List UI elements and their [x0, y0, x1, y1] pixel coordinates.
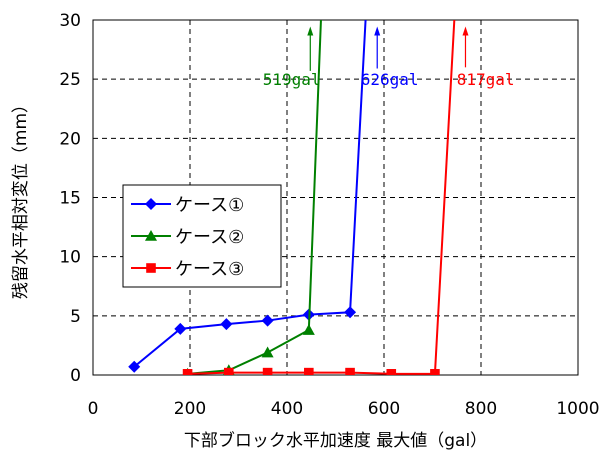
y-tick-label: 0 — [70, 366, 81, 386]
x-axis-label: 下部ブロック水平加速度 最大値（gal） — [184, 430, 487, 451]
data-point — [344, 306, 357, 319]
data-point — [386, 369, 397, 375]
data-point — [430, 369, 440, 375]
x-tick-label: 200 — [174, 399, 206, 419]
series-1 — [128, 20, 367, 373]
plot-frame — [92, 19, 579, 376]
legend-marker — [146, 263, 156, 273]
data-point — [261, 346, 274, 358]
data-point — [174, 322, 187, 335]
annotation-label: 519gal — [263, 70, 321, 89]
data-point — [224, 367, 234, 375]
series-group — [128, 20, 456, 375]
annotation-arrow-head — [307, 26, 314, 36]
y-tick-label: 10 — [59, 248, 81, 268]
y-tick-label: 25 — [59, 70, 81, 90]
x-tick-label: 400 — [271, 399, 303, 419]
legend-marker — [145, 198, 157, 210]
data-point — [262, 367, 273, 375]
y-tick-label: 30 — [59, 11, 81, 31]
data-point — [261, 314, 274, 327]
x-tick-label: 600 — [368, 399, 400, 419]
y-tick-label: 15 — [59, 189, 81, 209]
legend: ケース① ケース② ケース③ — [122, 184, 282, 288]
data-point — [128, 360, 141, 373]
annotation-arrow-head — [462, 26, 469, 36]
data-point — [182, 369, 193, 375]
legend-label: ケース① — [175, 195, 244, 216]
y-tick-label: 5 — [70, 307, 81, 327]
data-point — [345, 367, 355, 375]
annotation-arrow-head — [374, 26, 381, 36]
data-point — [302, 324, 315, 335]
x-tick-label: 0 — [88, 399, 99, 419]
annotation-label: 817gal — [457, 70, 515, 89]
annotation-label: 626gal — [361, 70, 419, 89]
legend-entry: ケース③ — [131, 259, 244, 280]
series-line — [187, 20, 456, 375]
legend-marker — [145, 230, 157, 241]
x-tick-label: 800 — [465, 399, 497, 419]
x-tick-label: 1000 — [556, 399, 599, 419]
series-3 — [182, 20, 456, 375]
annotations: 519gal 626gal 817gal — [263, 26, 515, 89]
y-axis-label: 残留水平相対変位（mm） — [11, 96, 31, 299]
legend-label: ケース③ — [175, 259, 244, 280]
data-point — [304, 367, 314, 375]
legend-entry: ケース② — [131, 227, 244, 248]
legend-entry: ケース① — [131, 195, 244, 216]
legend-label: ケース② — [175, 227, 244, 248]
y-tick-labels: 0 5 10 15 20 25 30 — [59, 11, 81, 386]
x-tick-labels: 0 200 400 600 800 1000 — [88, 399, 600, 419]
y-tick-label: 20 — [59, 129, 81, 149]
data-point — [220, 318, 233, 331]
